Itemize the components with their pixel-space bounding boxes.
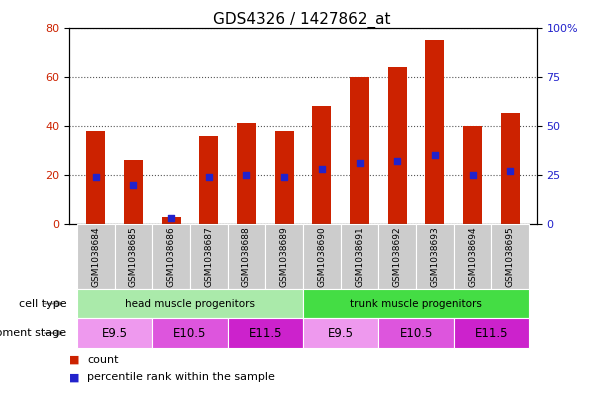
Text: E9.5: E9.5: [101, 327, 128, 340]
Text: E10.5: E10.5: [399, 327, 433, 340]
Bar: [416, 224, 454, 289]
Point: [505, 168, 515, 174]
Text: GSM1038695: GSM1038695: [506, 226, 515, 287]
Text: E9.5: E9.5: [327, 327, 354, 340]
Bar: [115, 224, 152, 289]
Point: [166, 215, 176, 221]
Bar: [454, 318, 529, 348]
Point: [355, 160, 364, 166]
Text: GSM1038684: GSM1038684: [91, 226, 100, 287]
Bar: [162, 217, 180, 224]
Bar: [350, 77, 369, 224]
Text: ■: ■: [69, 354, 80, 365]
Text: GSM1038688: GSM1038688: [242, 226, 251, 287]
Text: GSM1038690: GSM1038690: [317, 226, 326, 287]
Text: E11.5: E11.5: [475, 327, 508, 340]
Bar: [190, 224, 228, 289]
Text: development stage: development stage: [0, 328, 66, 338]
Bar: [312, 106, 331, 224]
Text: GSM1038689: GSM1038689: [280, 226, 289, 287]
Point: [430, 152, 440, 158]
Text: GSM1038692: GSM1038692: [393, 226, 402, 287]
Text: percentile rank within the sample: percentile rank within the sample: [87, 372, 276, 382]
Bar: [303, 318, 379, 348]
Text: GSM1038691: GSM1038691: [355, 226, 364, 287]
Bar: [426, 40, 444, 224]
Bar: [200, 136, 218, 224]
Point: [128, 182, 138, 188]
Bar: [152, 224, 190, 289]
Bar: [275, 130, 294, 224]
Bar: [77, 318, 152, 348]
Bar: [228, 224, 265, 289]
Point: [317, 166, 327, 172]
Text: GSM1038687: GSM1038687: [204, 226, 213, 287]
Text: ■: ■: [69, 372, 80, 382]
Text: cell type: cell type: [19, 299, 66, 309]
Bar: [388, 67, 406, 224]
Bar: [303, 224, 341, 289]
Point: [91, 174, 101, 180]
Point: [204, 174, 213, 180]
Bar: [501, 114, 520, 224]
Text: E11.5: E11.5: [248, 327, 282, 340]
Text: GSM1038685: GSM1038685: [129, 226, 138, 287]
Point: [242, 172, 251, 178]
Text: GSM1038694: GSM1038694: [468, 226, 477, 287]
Text: GSM1038686: GSM1038686: [166, 226, 175, 287]
Text: head muscle progenitors: head muscle progenitors: [125, 299, 255, 309]
Bar: [124, 160, 143, 224]
Text: GDS4326 / 1427862_at: GDS4326 / 1427862_at: [213, 12, 390, 28]
Point: [468, 172, 478, 178]
Bar: [341, 224, 379, 289]
Text: count: count: [87, 354, 119, 365]
Bar: [379, 224, 416, 289]
Text: E10.5: E10.5: [173, 327, 207, 340]
Point: [279, 174, 289, 180]
Bar: [463, 126, 482, 224]
Text: GSM1038693: GSM1038693: [431, 226, 440, 287]
Bar: [77, 224, 115, 289]
Bar: [152, 318, 228, 348]
Bar: [228, 318, 303, 348]
Bar: [303, 289, 529, 318]
Text: trunk muscle progenitors: trunk muscle progenitors: [350, 299, 482, 309]
Bar: [237, 123, 256, 224]
Point: [393, 158, 402, 164]
Bar: [77, 289, 303, 318]
Bar: [491, 224, 529, 289]
Bar: [86, 130, 105, 224]
Bar: [265, 224, 303, 289]
Bar: [454, 224, 491, 289]
Bar: [379, 318, 454, 348]
